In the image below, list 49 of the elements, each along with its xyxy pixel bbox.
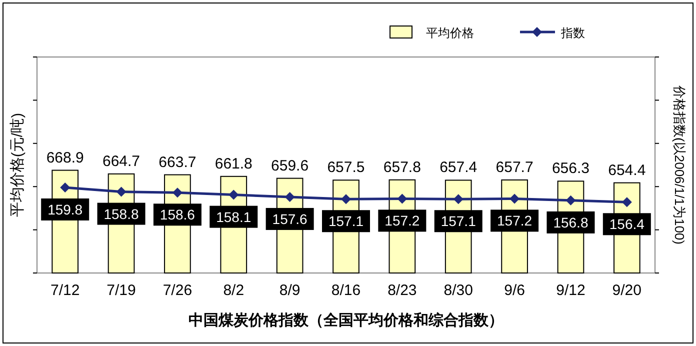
point bbox=[284, 192, 295, 202]
y2-axis-title: 价格指数(以2006/1/1为100) bbox=[672, 84, 687, 244]
data-label: 158.1 bbox=[216, 208, 252, 225]
x-tick-label: 9/12 bbox=[556, 282, 586, 299]
x-tick-label: 7/19 bbox=[106, 282, 136, 299]
point bbox=[228, 190, 239, 200]
data-label: 157.1 bbox=[440, 213, 476, 230]
data-label: 157.1 bbox=[328, 213, 364, 230]
data-label: 657.8 bbox=[383, 158, 421, 176]
x-tick-label: 8/30 bbox=[444, 282, 473, 299]
data-label: 158.8 bbox=[104, 206, 139, 222]
data-label: 156.4 bbox=[609, 216, 645, 232]
x-tick-label: 9/6 bbox=[504, 282, 525, 299]
data-label: 157.6 bbox=[272, 210, 308, 227]
data-label: 657.4 bbox=[440, 159, 478, 176]
data-label: 664.7 bbox=[102, 152, 140, 170]
data-label: 657.5 bbox=[327, 159, 365, 176]
point bbox=[510, 194, 520, 204]
point bbox=[453, 194, 464, 204]
x-tick-label: 7/12 bbox=[50, 282, 80, 299]
data-label: 157.2 bbox=[384, 212, 420, 229]
x-tick-label: 8/2 bbox=[223, 282, 244, 299]
data-label: 158.6 bbox=[160, 206, 196, 223]
data-label: 654.4 bbox=[608, 162, 646, 179]
point bbox=[622, 197, 632, 208]
x-tick-label: 9/20 bbox=[612, 282, 642, 299]
data-label: 156.8 bbox=[553, 214, 588, 230]
point bbox=[116, 186, 126, 197]
data-label: 661.8 bbox=[214, 155, 252, 172]
data-label: 663.7 bbox=[158, 154, 196, 171]
data-label: 659.6 bbox=[271, 157, 309, 174]
point bbox=[172, 188, 182, 198]
point bbox=[341, 194, 351, 204]
legend-label: 指数 bbox=[560, 26, 585, 40]
x-tick-label: 8/9 bbox=[279, 282, 300, 299]
data-label: 157.2 bbox=[497, 212, 532, 229]
x-tick-label: 7/26 bbox=[162, 282, 192, 299]
point bbox=[397, 194, 408, 204]
data-label: 656.3 bbox=[552, 160, 590, 178]
data-label: 657.7 bbox=[496, 158, 534, 176]
data-label: 159.8 bbox=[48, 201, 83, 218]
y-axis-title: 平均价格(元/吨) bbox=[9, 112, 26, 218]
x-axis-title: 中国煤炭价格指数（全国平均价格和综合指数） bbox=[188, 312, 504, 329]
legend-label: 平均价格 bbox=[426, 26, 474, 40]
point bbox=[566, 195, 576, 206]
point bbox=[60, 182, 70, 192]
x-tick-label: 8/23 bbox=[388, 282, 417, 299]
x-tick-label: 8/16 bbox=[331, 282, 361, 299]
data-label: 668.9 bbox=[46, 149, 84, 166]
